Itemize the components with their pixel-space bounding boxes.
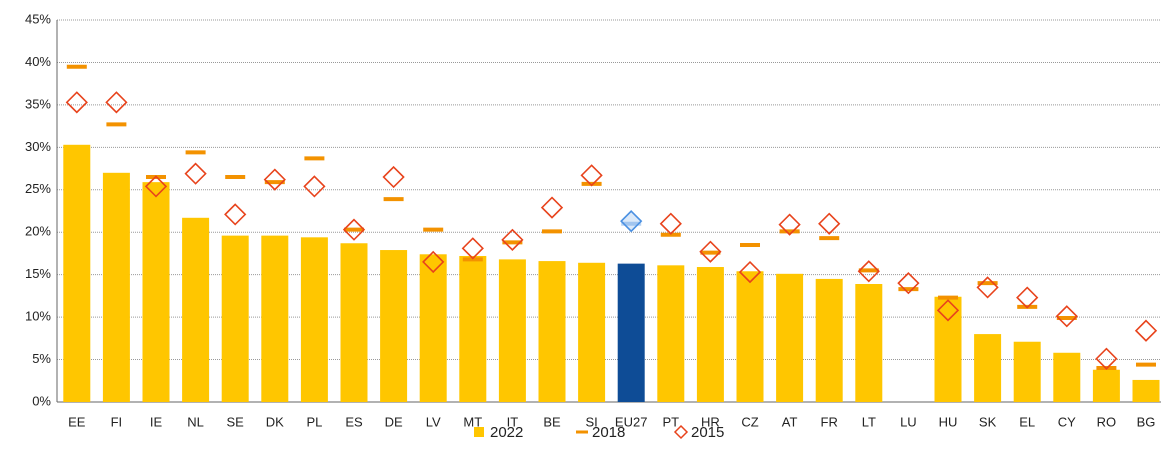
x-tick-label: RO [1097, 414, 1117, 429]
marker-2015 [1134, 319, 1158, 342]
x-tick-label: CZ [741, 414, 758, 429]
marker-2015 [224, 203, 247, 226]
marker-2015 [1016, 286, 1039, 309]
bar [300, 237, 328, 402]
bar [380, 250, 408, 402]
bar [1013, 341, 1041, 402]
marker-2015 [936, 299, 960, 322]
x-tick-label: BG [1137, 414, 1156, 429]
y-tick-label: 35% [25, 96, 51, 111]
bar [657, 265, 685, 402]
marker-2015 [857, 260, 880, 283]
bar [459, 255, 487, 402]
marker-2015 [144, 175, 168, 198]
x-tick-label: SK [979, 414, 997, 429]
x-tick-label: AT [782, 414, 798, 429]
bar [934, 296, 962, 402]
marker-2015 [620, 210, 643, 233]
bar [776, 273, 804, 402]
y-tick-label: 30% [25, 139, 51, 154]
marker-2015 [303, 175, 326, 198]
marker-2015 [580, 164, 603, 187]
y-tick-label: 0% [32, 393, 51, 408]
bar [1092, 369, 1120, 402]
legend-label: 2022 [490, 424, 523, 441]
bar [855, 284, 883, 402]
x-tick-label: HU [939, 414, 958, 429]
x-tick-label: SI [585, 414, 597, 429]
bar [696, 267, 724, 402]
y-tick-label: 20% [25, 224, 51, 239]
y-tick-label: 5% [32, 351, 51, 366]
bar [182, 217, 210, 402]
x-tick-label: DE [385, 414, 403, 429]
x-tick-label: PT [662, 414, 679, 429]
x-tick-label: EL [1019, 414, 1035, 429]
x-tick-label: LU [900, 414, 917, 429]
bar [419, 254, 447, 402]
x-tick-label: FI [111, 414, 123, 429]
bar [1132, 379, 1160, 402]
bar [340, 243, 368, 402]
marker-2015 [184, 162, 207, 185]
x-tick-label: HR [701, 414, 720, 429]
bar [102, 172, 130, 402]
bar [815, 278, 843, 402]
marker-2015 [461, 237, 484, 260]
x-tick-label: PL [306, 414, 322, 429]
marker-2015 [659, 212, 682, 235]
marker-2015 [699, 240, 722, 263]
bar [221, 235, 249, 402]
legend-swatch [673, 424, 689, 440]
x-tick-label: LT [862, 414, 876, 429]
x-tick-label: LV [426, 414, 441, 429]
bar [63, 144, 91, 402]
marker-2015 [1055, 305, 1078, 328]
bar [142, 182, 170, 402]
bar [498, 259, 526, 402]
bar [974, 334, 1002, 402]
marker-2015 [818, 212, 841, 235]
x-tick-label: FR [821, 414, 838, 429]
marker-2015 [897, 272, 920, 295]
x-tick-label: MT [463, 414, 482, 429]
legend-label: 2018 [592, 424, 625, 441]
y-tick-label: 45% [25, 11, 51, 26]
x-tick-label: IE [150, 414, 163, 429]
marker-2015 [422, 250, 445, 274]
x-tick-label: IT [507, 414, 519, 429]
marker-2015 [540, 196, 564, 219]
marker-2015 [1095, 347, 1118, 370]
x-tick-label: CY [1058, 414, 1076, 429]
bar [538, 261, 566, 402]
marker-2015 [65, 91, 88, 114]
marker-2015 [342, 218, 366, 241]
y-tick-label: 15% [25, 266, 51, 281]
bar [736, 271, 764, 402]
marker-2015 [738, 260, 762, 284]
marker-2015 [105, 91, 128, 114]
x-tick-label: NL [187, 414, 204, 429]
bar [1053, 352, 1081, 402]
y-tick-label: 10% [25, 309, 51, 324]
x-tick-label: SE [227, 414, 245, 429]
bar [578, 262, 606, 402]
marker-2015 [501, 228, 524, 251]
marker-2015 [976, 276, 999, 299]
legend-swatch [474, 427, 484, 437]
marker-2015 [382, 165, 405, 189]
bar [261, 235, 289, 402]
x-tick-label: EU27 [615, 414, 648, 429]
x-tick-label: BE [543, 414, 561, 429]
marker-2015 [778, 213, 801, 236]
x-tick-label: EE [68, 414, 86, 429]
marker-2015 [263, 168, 286, 191]
y-tick-label: 40% [25, 54, 51, 69]
bar [617, 263, 645, 402]
legend-label: 2015 [691, 424, 724, 441]
x-tick-label: ES [345, 414, 363, 429]
y-tick-label: 25% [25, 181, 51, 196]
x-tick-label: DK [266, 414, 284, 429]
